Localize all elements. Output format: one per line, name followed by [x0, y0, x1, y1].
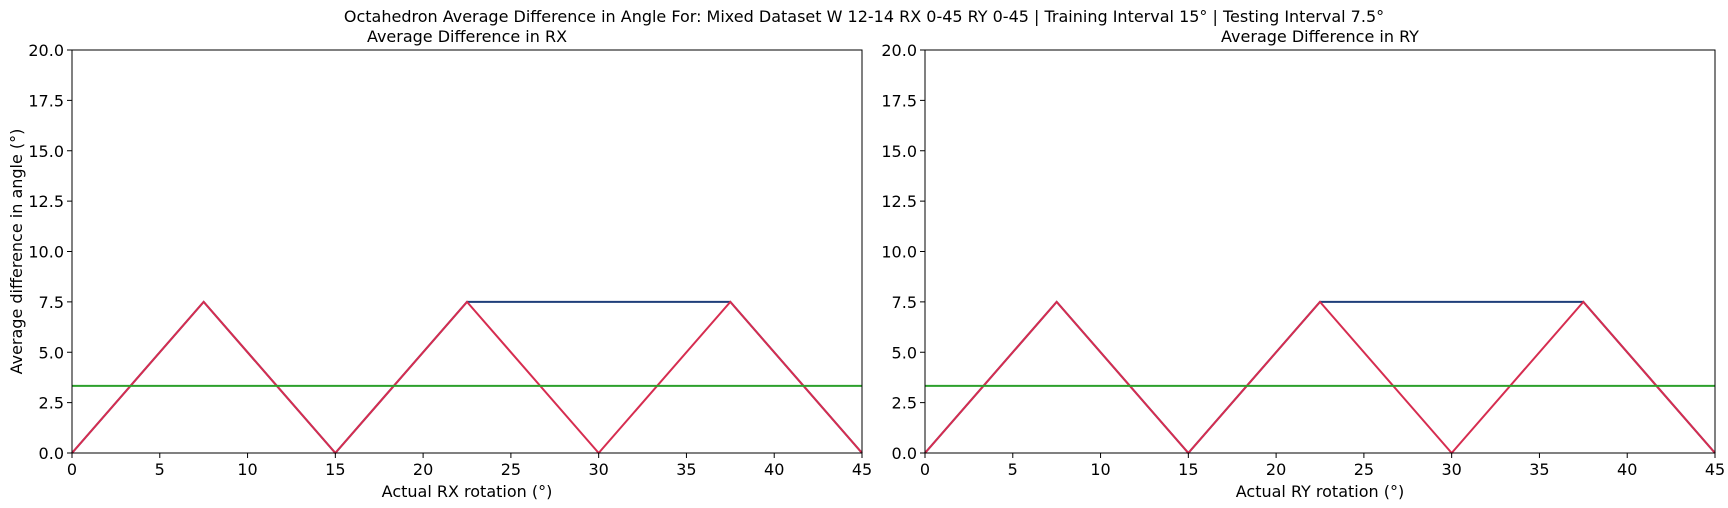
panel-1-y-tick-label: 7.5: [39, 293, 64, 312]
panel-2-x-tick-label: 20: [1266, 460, 1286, 479]
panel-1-series-line-2: [71, 300, 863, 455]
panel-2-axes-frame: [924, 49, 1716, 454]
panel-1-y-tick-label: 17.5: [28, 91, 64, 110]
panel-1-y-axis-label: Average difference in angle (°): [7, 129, 26, 375]
panel-1-x-tick-label: 40: [764, 460, 784, 479]
panel-1-x-tick-label: 0: [67, 460, 77, 479]
panel-2-y-tick-label: 20.0: [881, 41, 917, 60]
panel-2-x-tick-label: 5: [1008, 460, 1018, 479]
panel-1-x-tick-label: 5: [155, 460, 165, 479]
panel-2-x-tick-label: 15: [1178, 460, 1198, 479]
panel-2-y-tick-label: 2.5: [892, 394, 917, 413]
panel-1-title: Average Difference in RX: [367, 27, 567, 46]
panel-2-x-tick-label: 45: [1705, 460, 1725, 479]
panel-1-y-tick-label: 10.0: [28, 243, 64, 262]
panel-2-x-tick-label: 25: [1354, 460, 1374, 479]
panel-1-x-tick-label: 15: [325, 460, 345, 479]
panel-2-series-line-1: [924, 300, 1716, 455]
panel-1-x-tick-label: 25: [501, 460, 521, 479]
panel-2-y-tick-label: 10.0: [881, 243, 917, 262]
panel-2-y-tick-label: 5.0: [892, 343, 917, 362]
panel-1-y-tick-label: 12.5: [28, 192, 64, 211]
panel-2-series-line-2: [924, 300, 1716, 455]
panel-2-x-tick-label: 10: [1090, 460, 1110, 479]
panel-2-title: Average Difference in RY: [1221, 27, 1419, 46]
panel-1-x-tick-label: 20: [413, 460, 433, 479]
panel-1-x-tick-label: 10: [237, 460, 257, 479]
panel-1-x-tick-label: 30: [588, 460, 608, 479]
panel-1-y-tick-label: 5.0: [39, 343, 64, 362]
panel-1-y-tick-label: 15.0: [28, 142, 64, 161]
panel-2-x-tick-label: 0: [920, 460, 930, 479]
panel-1-axes-frame: [71, 49, 863, 454]
panel-1-series-line-1: [71, 300, 863, 455]
panel-2-y-tick-label: 0.0: [892, 444, 917, 463]
panel-1-y-tick-label: 0.0: [39, 444, 64, 463]
panel-1-x-tick-label: 35: [676, 460, 696, 479]
panel-1-x-axis-label: Actual RX rotation (°): [382, 482, 553, 501]
panel-2-x-tick-label: 40: [1617, 460, 1637, 479]
panel-2-y-tick-label: 15.0: [881, 142, 917, 161]
panel-2-x-tick-label: 35: [1529, 460, 1549, 479]
panel-1-x-tick-label: 45: [852, 460, 872, 479]
panel-1-y-tick-label: 2.5: [39, 394, 64, 413]
panel-2-x-tick-label: 30: [1441, 460, 1461, 479]
panel-2-y-tick-label: 12.5: [881, 192, 917, 211]
figure-title: Octahedron Average Difference in Angle F…: [344, 7, 1384, 26]
panel-2-x-axis-label: Actual RY rotation (°): [1236, 482, 1404, 501]
panel-1-y-tick-label: 20.0: [28, 41, 64, 60]
panel-2-y-tick-label: 17.5: [881, 91, 917, 110]
panel-2-y-tick-label: 7.5: [892, 293, 917, 312]
